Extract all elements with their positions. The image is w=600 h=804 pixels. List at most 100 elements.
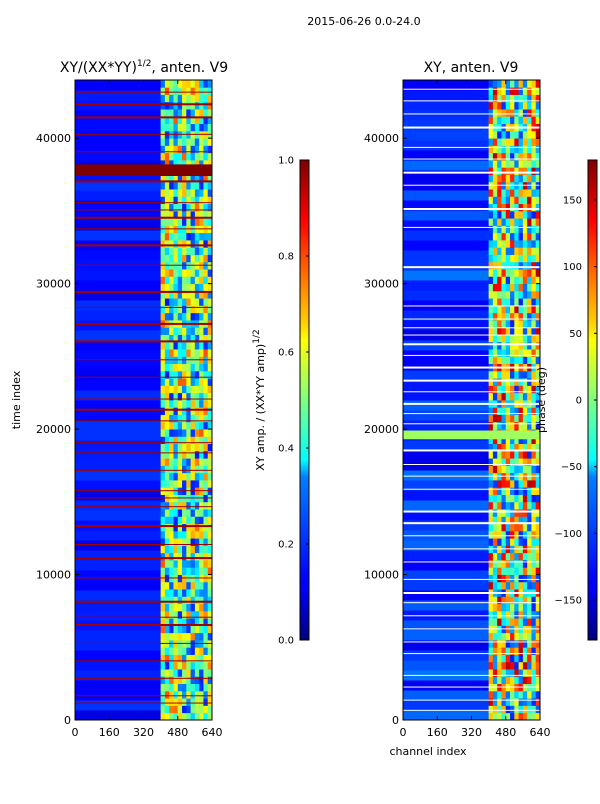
heat-cell xyxy=(488,523,494,532)
heat-cell xyxy=(199,501,204,510)
heat-cell xyxy=(169,101,174,110)
heat-cell xyxy=(518,385,524,394)
saturated-row xyxy=(75,216,212,219)
heat-cell xyxy=(488,138,494,146)
heat-cell xyxy=(535,465,541,474)
heat-cell xyxy=(186,436,191,445)
heat-row-background xyxy=(403,280,540,291)
heat-cell xyxy=(203,116,209,125)
heat-cell xyxy=(518,247,524,255)
heat-cell xyxy=(505,116,511,125)
heat-cell xyxy=(505,189,511,197)
heat-cell xyxy=(173,152,179,161)
saturated-row xyxy=(75,525,212,528)
heat-cell xyxy=(160,298,166,306)
heat-row-background xyxy=(75,200,212,211)
heat-cell xyxy=(194,509,200,517)
heat-cell xyxy=(535,509,541,517)
heat-cell xyxy=(501,327,507,335)
heat-row-background xyxy=(75,450,212,461)
heat-cell xyxy=(194,189,200,197)
heat-cell xyxy=(173,465,179,474)
heat-cell xyxy=(199,109,204,117)
heat-cell xyxy=(164,523,170,532)
heat-cell xyxy=(531,80,537,88)
heat-cell xyxy=(169,581,174,590)
heat-row-background xyxy=(75,390,212,401)
heat-cell xyxy=(492,487,498,495)
heat-cell xyxy=(531,370,537,379)
heat-cell xyxy=(194,276,200,285)
heat-cell xyxy=(160,80,166,88)
heat-cell xyxy=(186,523,191,532)
heat-cell xyxy=(518,269,524,277)
heat-cell xyxy=(514,640,519,648)
heat-cell xyxy=(514,87,519,95)
heat-row-background xyxy=(75,590,212,601)
heat-cell xyxy=(203,363,209,372)
heat-cell xyxy=(182,181,187,190)
heat-cell xyxy=(177,400,183,408)
heat-cell xyxy=(514,647,519,655)
saturated-row xyxy=(75,151,212,153)
heat-row-background xyxy=(403,490,540,501)
heat-cell xyxy=(531,130,537,139)
heat-cell xyxy=(531,138,537,146)
heat-row-background xyxy=(75,310,212,321)
heat-cell xyxy=(501,196,507,205)
heat-cell xyxy=(182,523,187,532)
heat-cell xyxy=(522,552,528,561)
heat-cell xyxy=(177,458,183,466)
heat-cell xyxy=(535,160,541,168)
heat-cell xyxy=(497,705,502,714)
heat-cell xyxy=(510,538,515,546)
heat-cell xyxy=(510,94,515,103)
heat-cell xyxy=(518,276,524,285)
heat-cell xyxy=(207,530,213,539)
heat-cell xyxy=(492,560,498,568)
heat-cell xyxy=(199,458,204,466)
heat-cell xyxy=(186,530,191,539)
heat-cell xyxy=(488,109,494,117)
heat-cell xyxy=(194,530,200,539)
panel-left-heatmap xyxy=(75,80,213,721)
heat-cell xyxy=(203,240,209,248)
heat-row-background xyxy=(403,320,540,331)
heat-cell xyxy=(194,450,200,459)
blank-row xyxy=(403,366,540,369)
heat-cell xyxy=(190,450,196,459)
heat-cell xyxy=(182,290,187,299)
heat-cell xyxy=(203,181,209,190)
heat-cell xyxy=(527,276,532,285)
heat-cell xyxy=(518,261,524,270)
heat-cell xyxy=(501,574,507,583)
heat-cell xyxy=(510,283,515,292)
heat-cell xyxy=(531,618,537,626)
heat-cell xyxy=(199,414,204,423)
heat-row-background xyxy=(403,360,540,371)
heat-cell xyxy=(173,603,179,612)
heat-cell xyxy=(501,458,507,466)
heat-cell xyxy=(173,247,179,255)
colorbar-tick-label: 0.4 xyxy=(278,444,294,455)
blank-row xyxy=(403,602,540,604)
heat-cell xyxy=(194,160,200,168)
heat-cell xyxy=(203,349,209,357)
heat-cell xyxy=(488,669,494,677)
heat-cell xyxy=(535,196,541,205)
heat-cell xyxy=(207,196,213,205)
blank-row xyxy=(403,391,540,393)
heat-cell xyxy=(514,290,519,299)
heat-cell xyxy=(164,538,170,546)
heat-cell xyxy=(505,458,511,466)
colorbar-tick-label: 0.2 xyxy=(278,540,294,551)
heat-cell xyxy=(164,414,170,423)
heat-cell xyxy=(164,232,170,241)
heat-cell xyxy=(199,661,204,670)
heat-cell xyxy=(199,305,204,314)
heat-cell xyxy=(186,472,191,481)
heat-cell xyxy=(182,116,187,125)
heat-cell xyxy=(164,683,170,692)
heat-cell xyxy=(505,538,511,546)
heat-cell xyxy=(186,618,191,626)
